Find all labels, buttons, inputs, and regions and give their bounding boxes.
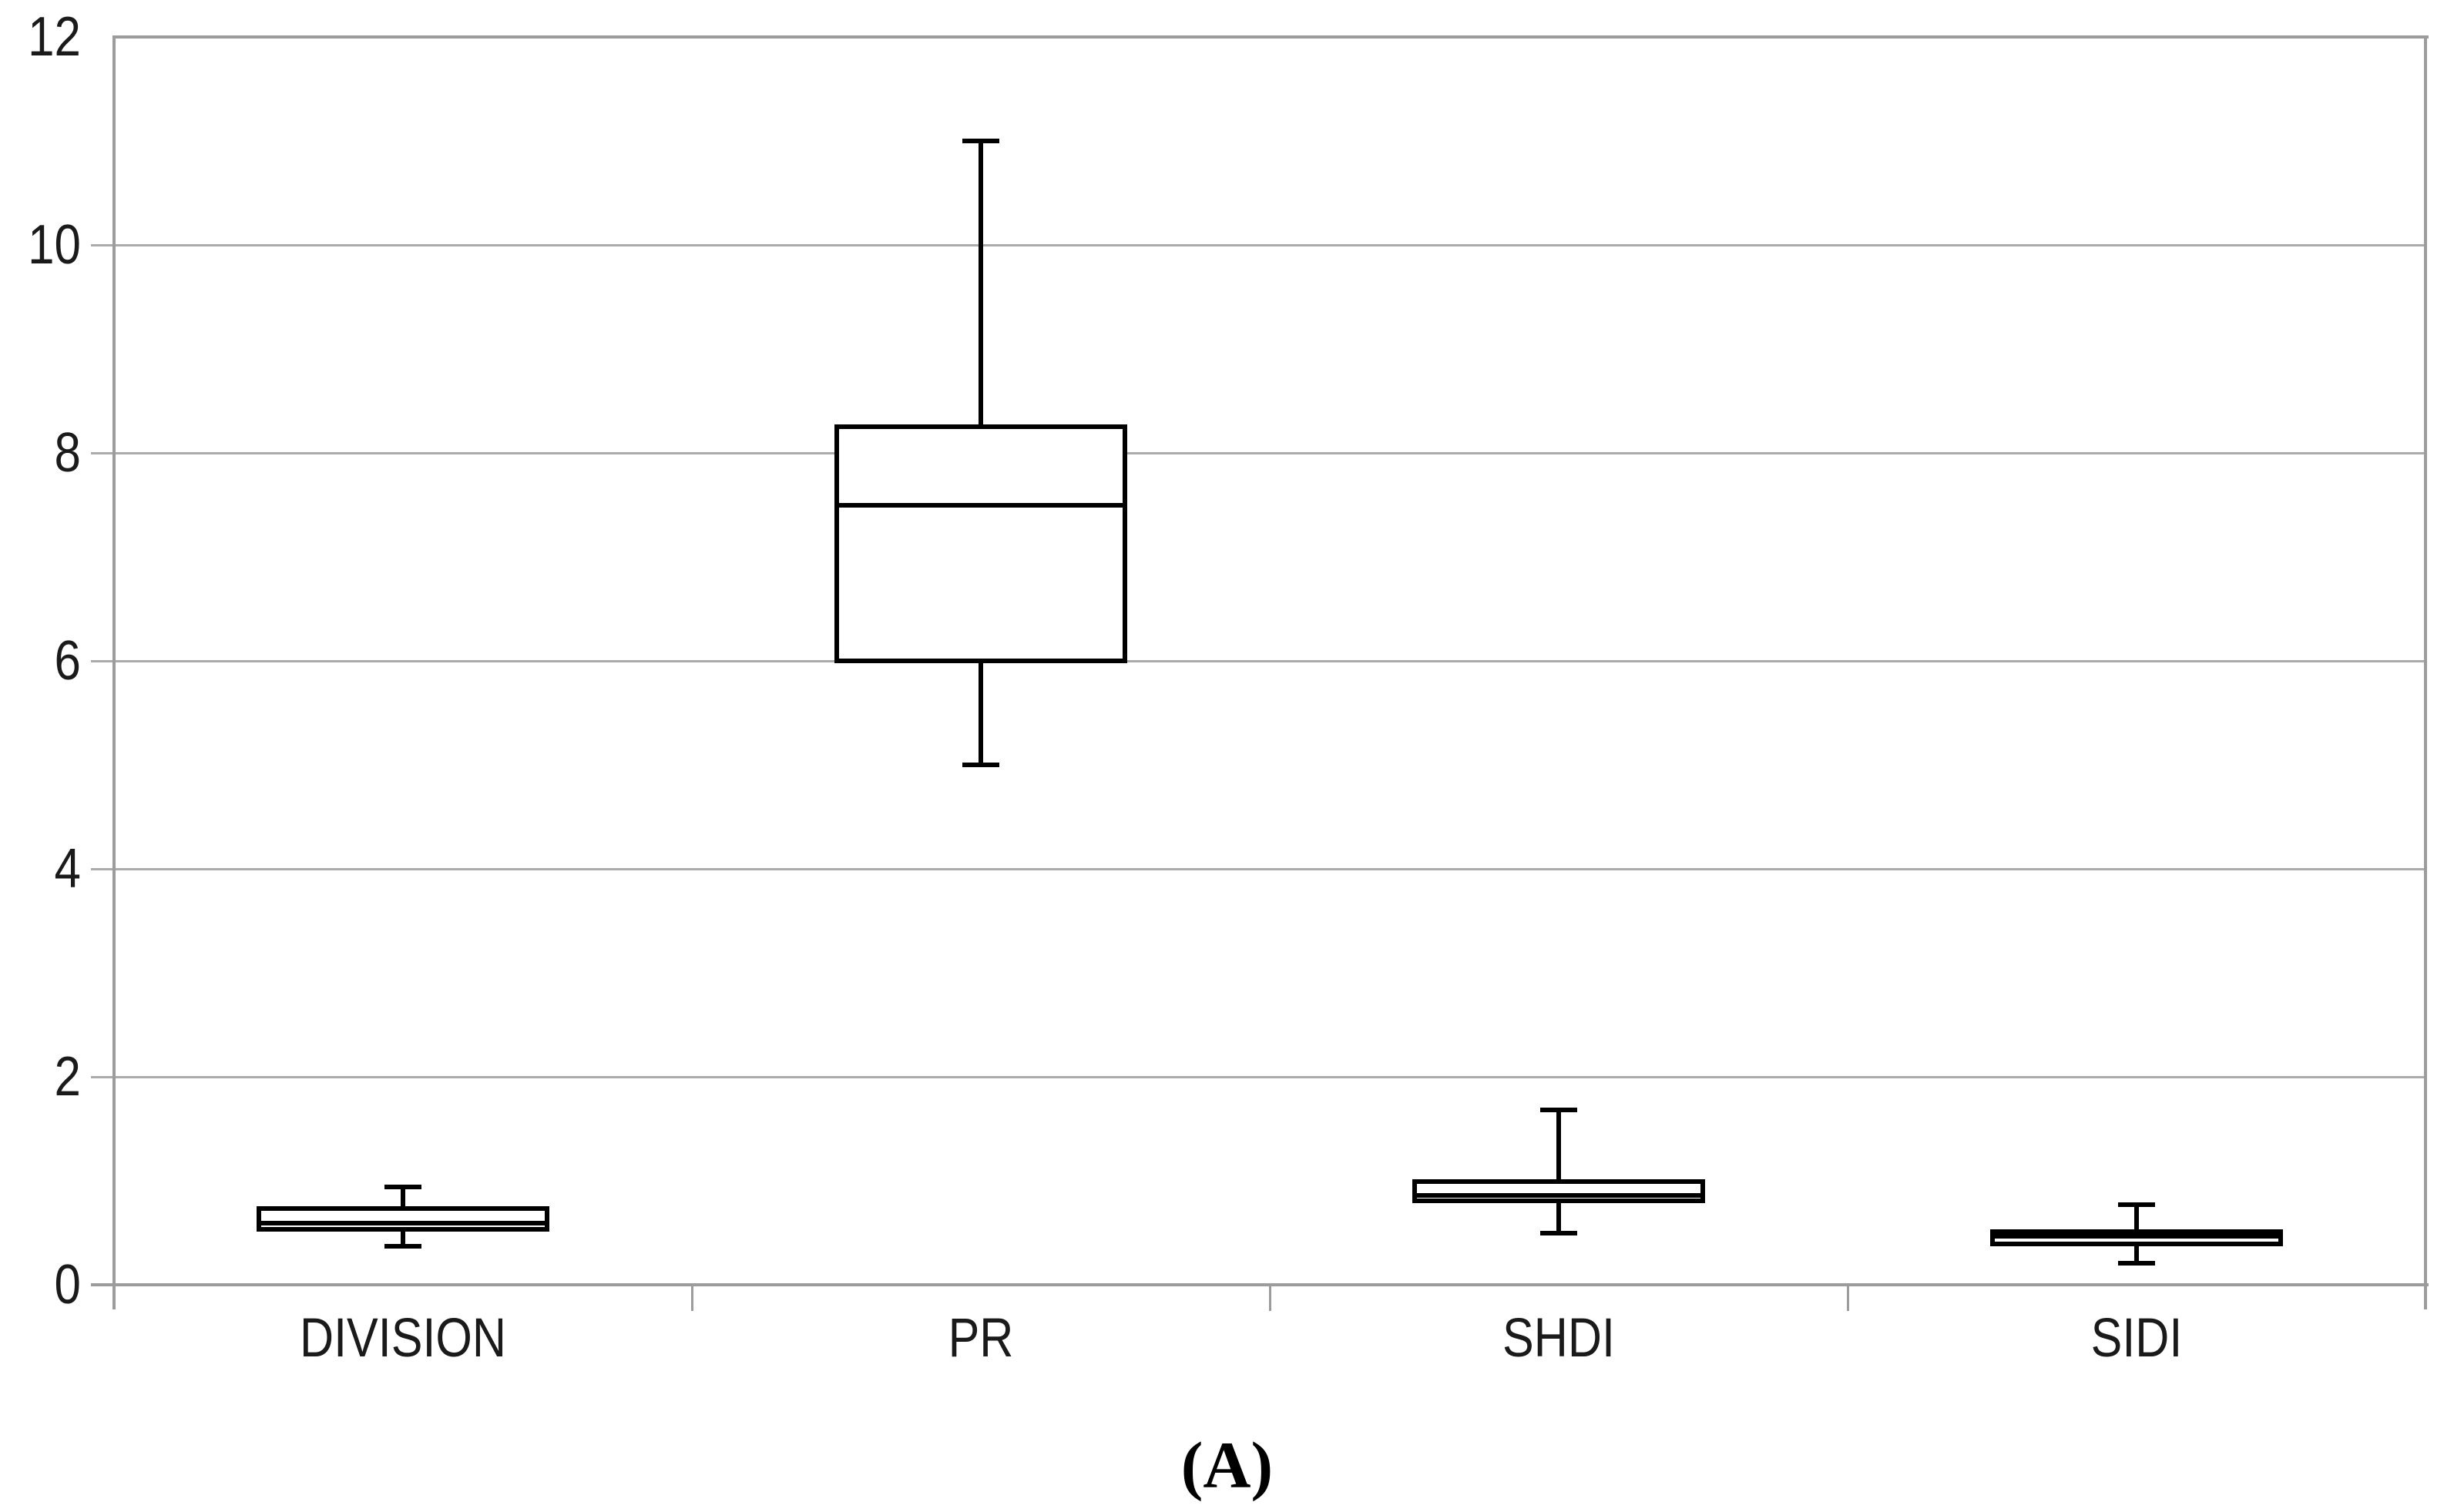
x-category-label-sidi: SIDI [2090, 1308, 2183, 1369]
whisker-cap-max-division [384, 1185, 421, 1190]
x-axis-tick [1268, 1285, 1271, 1311]
box-shdi [1412, 1179, 1705, 1203]
gridline-y-2 [91, 1075, 2425, 1078]
y-tick-label-8: 8 [54, 422, 81, 484]
whisker-upper-sidi [2134, 1205, 2139, 1232]
whisker-cap-min-shdi [1540, 1230, 1577, 1235]
whisker-cap-max-sidi [2118, 1202, 2155, 1208]
y-tick-label-0: 0 [54, 1254, 81, 1316]
y-tick-label-2: 2 [54, 1046, 81, 1108]
y-tick-label-10: 10 [28, 214, 81, 276]
x-category-label-shdi: SHDI [1502, 1308, 1615, 1369]
gridline-y-8 [91, 451, 2425, 454]
plot-border-right [2424, 35, 2427, 1309]
plot-border-top [114, 35, 2429, 39]
gridline-y-4 [91, 867, 2425, 870]
whisker-cap-min-sidi [2118, 1260, 2155, 1266]
y-tick-label-4: 4 [54, 838, 81, 900]
whisker-lower-sidi [2134, 1244, 2139, 1263]
gridline-y-10 [91, 243, 2425, 246]
x-axis-tick [1846, 1285, 1849, 1311]
whisker-upper-pr [979, 141, 983, 427]
x-category-label-division: DIVISION [299, 1308, 507, 1369]
whisker-cap-min-pr [962, 763, 999, 767]
whisker-cap-max-pr [962, 139, 999, 143]
median-shdi [1412, 1192, 1705, 1198]
whisker-lower-shdi [1556, 1200, 1561, 1233]
whisker-cap-min-division [384, 1244, 421, 1249]
box-division [257, 1206, 549, 1232]
x-category-label-pr: PR [948, 1308, 1014, 1369]
median-division [257, 1221, 549, 1226]
median-sidi [1990, 1233, 2283, 1239]
box-pr [834, 424, 1127, 663]
median-pr [834, 502, 1127, 508]
y-tick-label-12: 12 [28, 6, 81, 68]
gridline-y-6 [91, 659, 2425, 662]
whisker-upper-shdi [1556, 1110, 1561, 1182]
whisker-upper-division [401, 1187, 405, 1209]
whisker-cap-max-shdi [1540, 1108, 1577, 1113]
x-axis-tick [690, 1285, 693, 1311]
whisker-lower-division [401, 1229, 405, 1247]
y-tick-label-6: 6 [54, 630, 81, 692]
figure-caption: (A) [1180, 1428, 1274, 1502]
whisker-lower-pr [979, 661, 983, 765]
y-axis-line [112, 35, 116, 1309]
x-axis-line [91, 1283, 2429, 1286]
